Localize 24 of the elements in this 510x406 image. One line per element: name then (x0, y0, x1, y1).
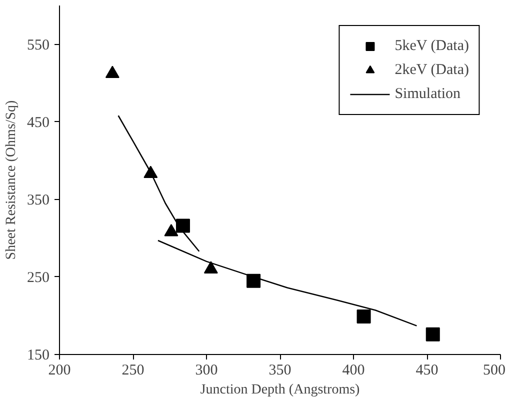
x-tick-label: 300 (195, 362, 218, 378)
x-axis-title: Junction Depth (Angstroms) (200, 382, 360, 398)
y-tick-label: 350 (27, 192, 50, 208)
point (246, 274, 261, 288)
point (204, 261, 218, 274)
legend-label: 5keV (Data) (394, 38, 469, 54)
y-tick-label: 450 (27, 114, 50, 131)
y-tick-label: 550 (27, 37, 50, 54)
y-axis-title: Sheet Resistance (Ohms/Sq) (4, 100, 19, 260)
point (176, 218, 190, 233)
point (426, 327, 440, 342)
y-tick-label: 150 (27, 348, 50, 364)
legend-label: 2keV (Data) (394, 62, 469, 78)
x-tick-label: 200 (48, 362, 71, 378)
point (164, 224, 178, 236)
x-tick-label: 250 (122, 362, 144, 378)
x-tick-label: 500 (483, 362, 506, 378)
x-tick-label: 450 (416, 362, 438, 378)
point (356, 310, 371, 324)
x-tick-label: 400 (342, 362, 365, 378)
legend-label: Simulation (394, 86, 461, 102)
y-tick-label: 250 (27, 270, 50, 286)
x-tick-label: 350 (268, 362, 292, 378)
point (105, 66, 120, 78)
